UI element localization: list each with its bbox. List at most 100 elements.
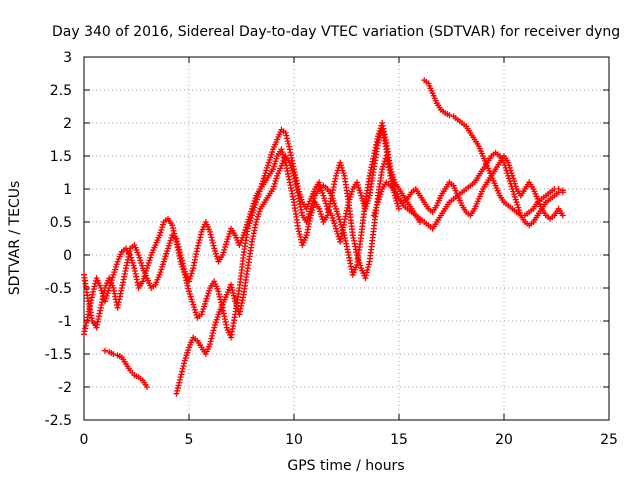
data-point xyxy=(144,384,150,390)
data-point xyxy=(209,239,216,246)
x-tick-label: 5 xyxy=(185,432,194,448)
data-point xyxy=(364,266,371,273)
data-point xyxy=(228,284,235,291)
data-point xyxy=(208,335,215,342)
data-point xyxy=(282,129,289,136)
y-tick-label: -1 xyxy=(58,314,72,330)
data-point xyxy=(174,385,181,392)
data-point xyxy=(174,387,181,394)
data-point xyxy=(365,264,372,271)
data-point xyxy=(362,275,369,282)
data-point xyxy=(169,225,176,232)
data-point xyxy=(180,263,187,269)
data-point xyxy=(174,238,181,245)
data-point xyxy=(296,231,303,238)
data-point xyxy=(179,260,186,267)
series-track-5 xyxy=(421,77,566,219)
y-tick-label: -2.5 xyxy=(45,413,72,429)
data-point xyxy=(90,286,97,293)
x-tick-label: 20 xyxy=(495,432,513,448)
y-tick-label: 2.5 xyxy=(50,83,72,99)
data-point xyxy=(207,228,213,235)
data-point xyxy=(231,295,238,302)
data-point xyxy=(559,187,566,194)
data-point xyxy=(176,379,183,386)
data-point xyxy=(284,135,290,142)
data-point xyxy=(179,257,185,264)
data-point xyxy=(286,143,293,150)
data-point xyxy=(230,289,237,296)
data-point xyxy=(173,390,180,397)
y-tick-label: -1.5 xyxy=(45,347,72,363)
data-point xyxy=(197,231,204,238)
data-point xyxy=(177,252,184,258)
y-tick-label: 3 xyxy=(63,50,72,66)
data-point xyxy=(197,234,204,241)
data-point xyxy=(207,338,214,345)
data-point xyxy=(207,231,214,238)
x-axis-label: GPS time / hours xyxy=(287,458,404,474)
data-point xyxy=(185,285,192,292)
data-point xyxy=(174,241,181,247)
series-track-3 xyxy=(173,120,566,397)
plot-border xyxy=(83,56,610,421)
data-point xyxy=(285,140,292,147)
series-track-2 xyxy=(81,146,402,331)
data-point xyxy=(209,330,216,337)
data-point xyxy=(284,138,291,145)
data-point xyxy=(209,237,216,244)
data-point xyxy=(180,363,187,370)
data-point xyxy=(216,293,223,300)
data-point xyxy=(178,371,185,378)
data-point xyxy=(179,368,185,375)
data-point xyxy=(295,228,302,235)
data-point xyxy=(229,287,236,294)
data-point xyxy=(177,374,184,381)
data-point xyxy=(208,234,215,241)
data-point xyxy=(181,360,188,367)
y-tick-label: 0 xyxy=(63,248,72,264)
y-tick-label: 0.5 xyxy=(50,215,72,231)
data-point xyxy=(365,261,372,268)
data-point xyxy=(175,243,182,250)
series-track-4 xyxy=(102,347,150,390)
data-point xyxy=(230,292,237,299)
data-point xyxy=(181,265,188,272)
y-tick-label: 1 xyxy=(63,182,72,198)
data-point xyxy=(215,288,222,295)
data-point xyxy=(176,246,183,253)
data-point xyxy=(555,186,562,192)
data-point xyxy=(363,272,370,279)
data-series xyxy=(81,77,566,397)
data-point xyxy=(210,327,217,334)
x-tick-label: 25 xyxy=(600,432,618,448)
data-point xyxy=(178,254,185,261)
chart-title: Day 340 of 2016, Sidereal Day-to-day VTE… xyxy=(52,24,620,40)
data-point xyxy=(110,351,117,357)
data-point xyxy=(176,249,183,256)
y-axis-label: SDTVAR / TECUs xyxy=(7,181,23,296)
data-point xyxy=(194,245,201,252)
y-tick-label: 2 xyxy=(63,116,72,132)
data-point xyxy=(91,283,98,290)
data-point xyxy=(209,332,216,339)
data-point xyxy=(446,112,453,119)
x-tick-label: 0 xyxy=(80,432,89,448)
data-point xyxy=(195,239,202,246)
data-point xyxy=(173,235,180,242)
data-point xyxy=(363,269,370,276)
data-point xyxy=(102,347,108,354)
data-point xyxy=(195,242,202,249)
data-point xyxy=(295,225,302,232)
data-point xyxy=(216,291,223,298)
y-tick-label: -0.5 xyxy=(45,281,72,297)
data-point xyxy=(210,242,217,249)
data-point xyxy=(184,282,191,289)
x-tick-label: 10 xyxy=(285,432,303,448)
data-point xyxy=(283,132,290,139)
data-point xyxy=(170,227,177,234)
data-point xyxy=(207,341,213,348)
series-track-1 xyxy=(81,126,423,341)
data-point xyxy=(90,288,97,295)
